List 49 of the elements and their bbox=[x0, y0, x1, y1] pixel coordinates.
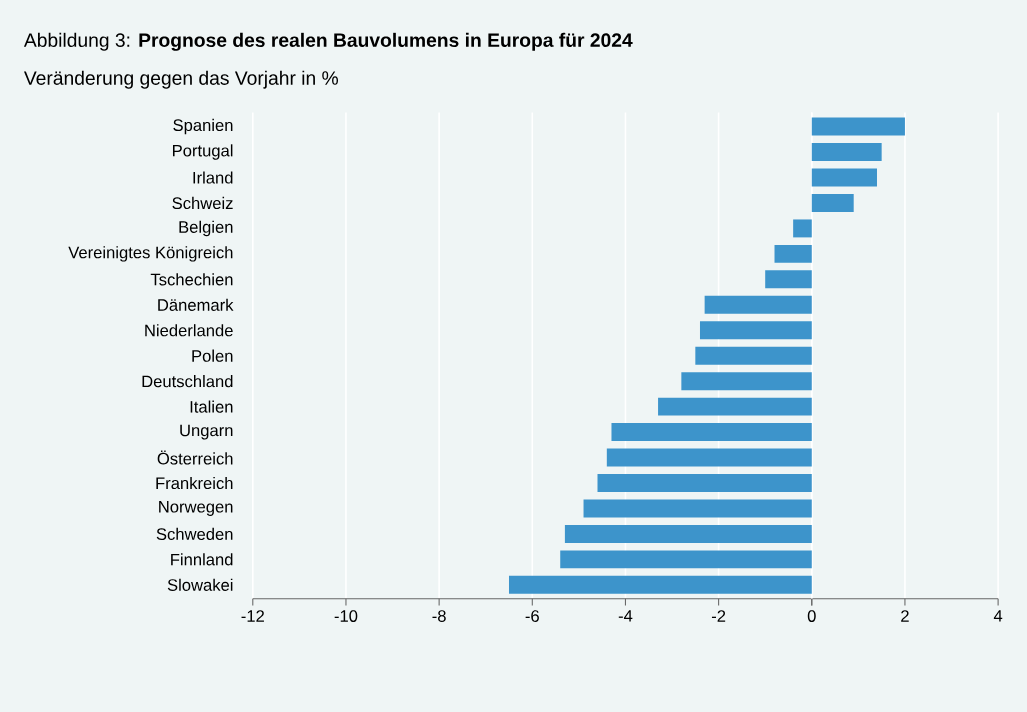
y-tick-label: Schweiz bbox=[172, 196, 233, 209]
x-tick-label: -10 bbox=[334, 609, 358, 622]
bar bbox=[699, 321, 812, 340]
y-tick-label: Österreich bbox=[157, 450, 233, 465]
y-tick-label: Dänemark bbox=[158, 298, 234, 311]
bar bbox=[658, 397, 812, 416]
bar bbox=[611, 422, 812, 441]
y-tick-label: Tschechien bbox=[150, 273, 233, 286]
x-tick-label: -6 bbox=[525, 609, 539, 622]
y-tick-label: Vereinigtes Königreich bbox=[68, 245, 233, 262]
bar bbox=[765, 270, 812, 289]
bar bbox=[793, 219, 812, 238]
bar bbox=[811, 168, 877, 187]
x-tick-label: -8 bbox=[432, 609, 446, 622]
x-tick-label: -4 bbox=[618, 609, 633, 622]
bar bbox=[704, 295, 812, 314]
y-tick-label: Norwegen bbox=[159, 500, 233, 516]
x-tick-label: 0 bbox=[807, 609, 816, 622]
y-tick-label: Belgien bbox=[179, 220, 233, 236]
y-tick-label: Frankreich bbox=[156, 476, 233, 489]
y-tick-label: Niederlande bbox=[145, 323, 233, 337]
bar bbox=[583, 499, 812, 518]
y-tick-label: Italien bbox=[190, 400, 233, 413]
bar bbox=[811, 142, 882, 161]
chart-title: Abbildung 3: Prognose des realen Bauvolumens in Europa für 2024 bbox=[23, 32, 633, 51]
bar bbox=[681, 372, 812, 390]
x-tick-label: -2 bbox=[711, 609, 726, 622]
x-tick-label: -12 bbox=[241, 609, 264, 622]
y-tick-label: Deutschland bbox=[142, 374, 233, 388]
y-tick-label: Schweden bbox=[156, 527, 233, 540]
bar bbox=[564, 524, 812, 543]
y-tick-label: Portugal bbox=[172, 144, 233, 160]
y-tick-label: Irland bbox=[193, 171, 233, 184]
bar bbox=[597, 473, 812, 492]
bar bbox=[508, 575, 812, 594]
x-tick-label: 4 bbox=[993, 609, 1003, 622]
y-tick-label: Spanien bbox=[173, 118, 233, 135]
chart-subtitle: Veränderung gegen das Vorjahr in % bbox=[23, 70, 339, 89]
y-tick-label: Slowakei bbox=[167, 578, 233, 591]
x-tick-label: 2 bbox=[901, 609, 909, 622]
y-tick-label: Ungarn bbox=[180, 424, 233, 440]
bar bbox=[811, 117, 905, 136]
y-tick-label: Polen bbox=[192, 349, 233, 362]
bar bbox=[606, 448, 812, 467]
bar bbox=[695, 346, 812, 365]
bar bbox=[774, 244, 812, 263]
bar bbox=[560, 550, 812, 569]
bar bbox=[811, 193, 854, 212]
y-tick-label: Finnland bbox=[171, 553, 233, 566]
